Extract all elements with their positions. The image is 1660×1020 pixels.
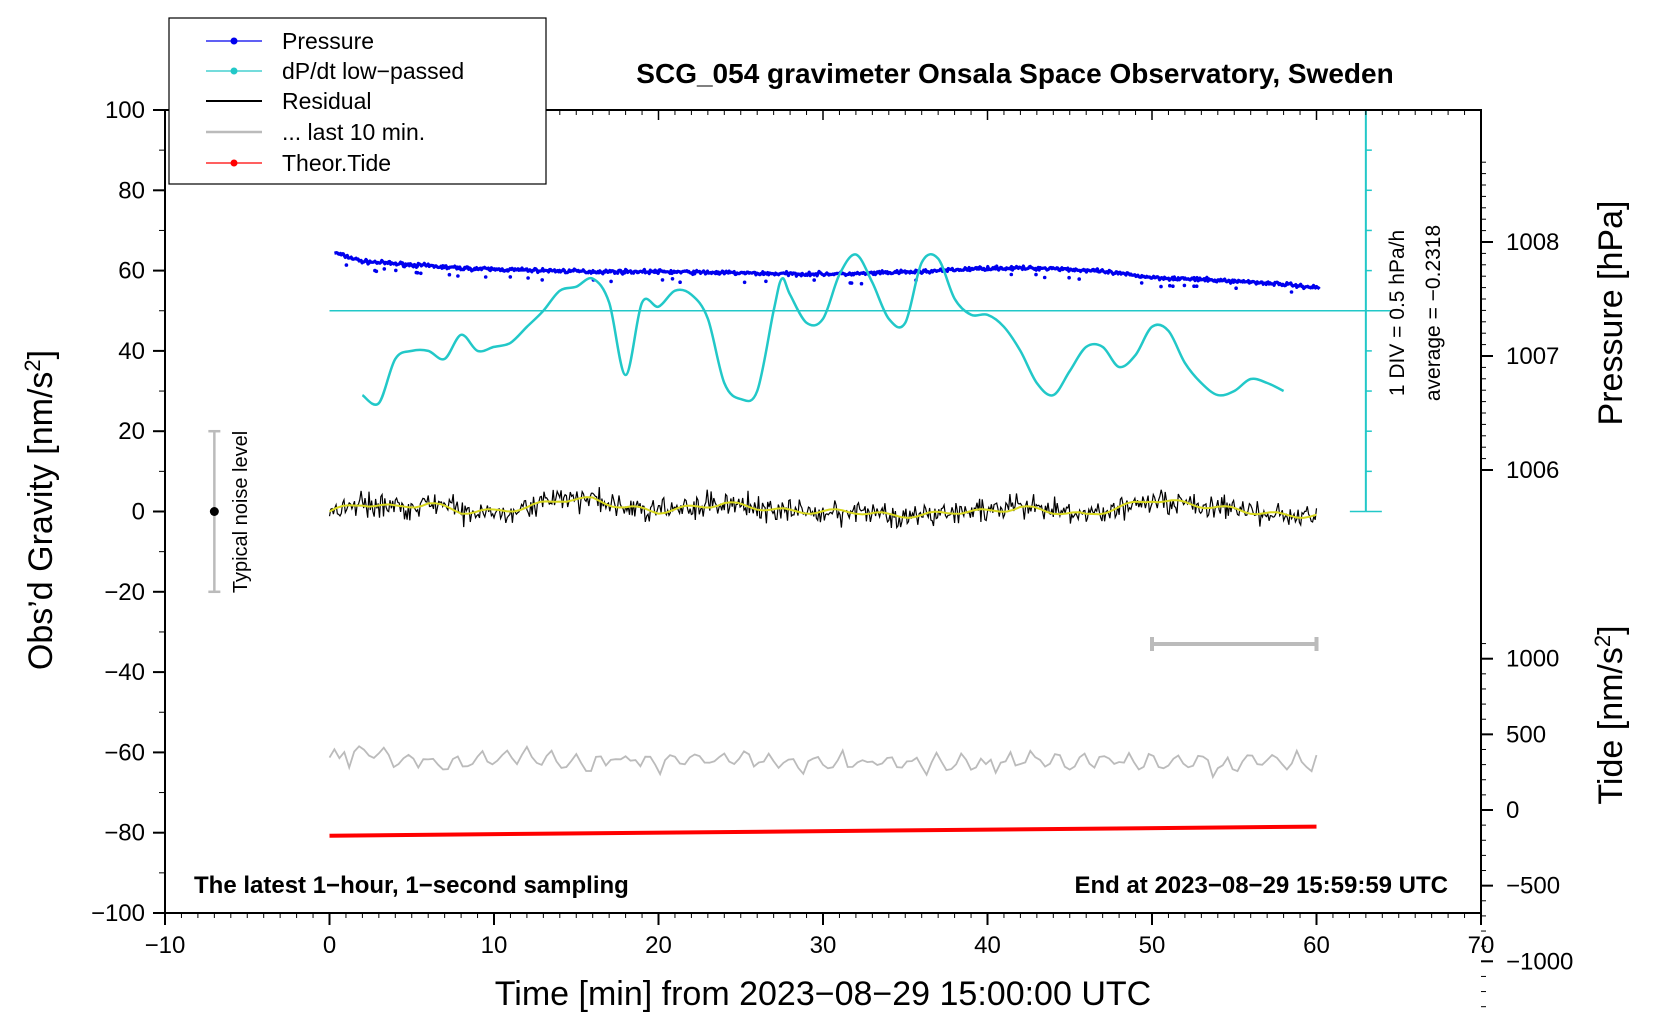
y-tick-label: −40 (104, 659, 145, 686)
pressure-outlier-point (374, 269, 379, 274)
pressure-outlier-point (382, 267, 387, 271)
x-tick-label: 40 (974, 932, 1001, 959)
y-tick-label: 40 (118, 338, 145, 365)
theor-tide-series (329, 824, 1317, 838)
y-tick-label: −80 (104, 820, 145, 847)
tide-tick-label: −1000 (1506, 948, 1573, 975)
pressure-outlier-point (670, 277, 675, 281)
pressure-outlier-point (394, 268, 398, 273)
residual-smoothed-series (329, 496, 1317, 519)
pressure-outlier-point (526, 276, 530, 280)
chart-title: SCG_054 gravimeter Onsala Space Observat… (636, 58, 1393, 89)
noise-level-center-dot (209, 507, 219, 516)
pressure-outlier-point (508, 275, 513, 279)
tide-tick-label: −500 (1506, 873, 1560, 900)
y-tick-label: −60 (104, 739, 145, 766)
y-tick-label: 80 (118, 177, 145, 204)
legend-label-last-10-min: ... last 10 min. (282, 119, 425, 145)
tide-tick-label: 500 (1506, 721, 1546, 748)
pressure-outlier-point (456, 274, 460, 278)
pressure-outlier-point (609, 279, 613, 284)
y-tick-label: 20 (118, 418, 145, 445)
pressure-axis-title: Pressure [hPa] (1592, 201, 1630, 426)
noise-level-label: Typical noise level (230, 431, 252, 593)
legend-label-theor-tide: Theor.Tide (282, 150, 391, 176)
pressure-outlier-point (1009, 272, 1014, 277)
y-tick-label: −20 (104, 579, 145, 606)
pressure-outlier-point (1194, 284, 1199, 289)
y-tick-label: 100 (105, 97, 145, 124)
pressure-outlier-point (447, 272, 452, 277)
x-tick-label: 20 (645, 932, 672, 959)
pressure-outlier-point (415, 271, 420, 275)
legend-item-residual: Residual (206, 88, 372, 114)
x-tick-label: 30 (810, 932, 837, 959)
pressure-outlier-point (812, 278, 816, 282)
pressure-outlier-point (764, 279, 768, 284)
pressure-series (333, 251, 1321, 291)
y-tick-label: 60 (118, 258, 145, 285)
footer-right-note: End at 2023−08−29 15:59:59 UTC (1074, 872, 1448, 899)
tide-tick-label: 0 (1506, 797, 1519, 824)
pressure-outlier-point (678, 280, 682, 285)
pressure-outlier-point (742, 280, 747, 285)
legend-label-residual: Residual (282, 88, 372, 114)
pressure-tick-label: 1007 (1506, 343, 1559, 370)
pressure-outlier-point (1139, 281, 1144, 285)
legend-label-dpdt: dP/dt low−passed (282, 58, 464, 84)
pressure-outlier-point (419, 271, 423, 276)
pressure-outlier-point (483, 275, 488, 279)
pressure-outlier-point (1077, 277, 1081, 281)
y-tick-label: 0 (132, 499, 145, 526)
dpdt-average-label: average = −0.2318 (1422, 225, 1445, 401)
legend-item-dpdt: dP/dt low−passed (206, 58, 464, 84)
pressure-outlier-point (1168, 283, 1172, 288)
pressure-tick-label: 1006 (1506, 457, 1559, 484)
legend: Pressure dP/dt low−passed Residual ... l… (168, 17, 547, 185)
tide-axis-title: Tide [nm/s2] (1590, 625, 1630, 804)
y-axis-title: Obs’d Gravity [nm/s2] (20, 350, 60, 670)
last-10-min-series (328, 745, 1318, 780)
pressure-outlier-point (344, 263, 349, 267)
x-axis-title: Time [min] from 2023−08−29 15:00:00 UTC (495, 975, 1151, 1013)
pressure-outlier-point (1289, 290, 1294, 294)
pressure-outlier-point (849, 281, 854, 285)
pressure-outlier-point (859, 281, 864, 286)
pressure-outlier-point (1034, 272, 1038, 277)
legend-item-pressure: Pressure (206, 28, 374, 54)
x-tick-label: 0 (323, 932, 336, 959)
x-tick-label: 50 (1139, 932, 1166, 959)
pressure-outlier-point (660, 278, 665, 282)
pressure-outlier-point (1042, 275, 1047, 280)
dpdt-div-label: 1 DIV = 0.5 hPa/h (1386, 230, 1409, 396)
x-tick-label: −10 (145, 932, 186, 959)
pressure-outlier-point (1182, 283, 1187, 288)
pressure-outlier-point (1192, 284, 1196, 289)
dpdt-series (361, 253, 1285, 406)
pressure-outlier-point (1159, 284, 1163, 289)
x-tick-label: 70 (1468, 932, 1495, 959)
pressure-outlier-point (540, 278, 544, 282)
x-tick-label: 10 (481, 932, 508, 959)
legend-item-theor-tide: Theor.Tide (206, 150, 391, 176)
y-tick-label: −100 (91, 900, 145, 927)
pressure-tick-label: 1008 (1506, 229, 1559, 256)
pressure-outlier-point (1234, 286, 1238, 291)
legend-label-pressure: Pressure (282, 28, 374, 54)
residual-series (328, 487, 1318, 530)
legend-item-last-10-min: ... last 10 min. (206, 119, 425, 145)
pressure-outlier-point (1171, 284, 1175, 289)
footer-left-note: The latest 1−hour, 1−second sampling (194, 872, 629, 899)
pressure-outlier-point (1067, 275, 1071, 280)
x-tick-label: 60 (1303, 932, 1330, 959)
tide-tick-label: 1000 (1506, 646, 1559, 673)
